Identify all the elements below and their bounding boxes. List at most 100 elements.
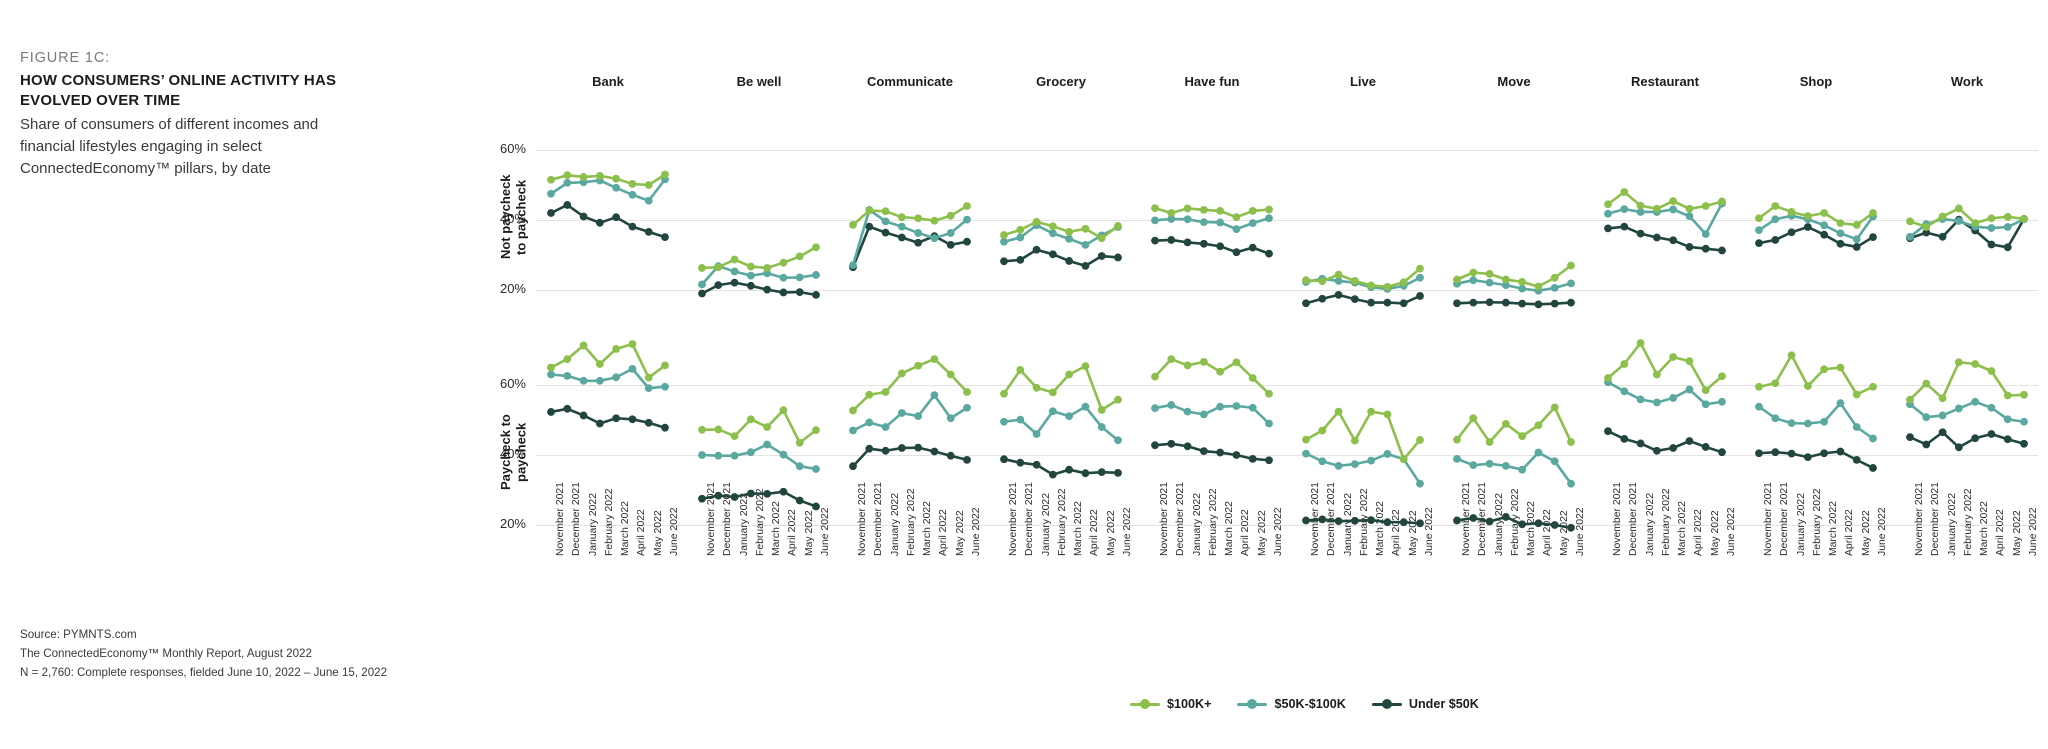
- series-line-100K: [1757, 353, 1875, 396]
- data-point: [779, 273, 788, 282]
- data-point: [1302, 516, 1310, 525]
- data-point: [1318, 457, 1327, 466]
- data-point: [1000, 237, 1008, 246]
- data-point: [547, 175, 555, 184]
- data-point: [1906, 395, 1914, 404]
- data-point: [1534, 421, 1543, 430]
- data-point: [1248, 454, 1257, 463]
- data-point: [1416, 292, 1424, 300]
- panel-title-move: Move: [1497, 74, 1531, 89]
- data-point: [1334, 270, 1343, 279]
- data-point: [1652, 204, 1661, 213]
- data-point: [1620, 188, 1629, 196]
- data-point: [1334, 277, 1343, 285]
- data-point: [1248, 374, 1257, 382]
- legend-marker-icon: [1130, 699, 1160, 709]
- data-point: [1183, 407, 1192, 416]
- data-point: [1469, 298, 1478, 307]
- data-point: [1081, 261, 1090, 270]
- data-point: [730, 451, 739, 460]
- panel-have-fun-row-0: [1151, 204, 1273, 258]
- data-point: [1922, 228, 1931, 237]
- data-point: [1652, 446, 1661, 455]
- data-point: [1669, 205, 1678, 214]
- data-point: [1334, 517, 1343, 526]
- legend-item-Under50K[interactable]: Under $50K: [1371, 697, 1479, 711]
- data-point: [1906, 433, 1914, 442]
- data-point: [1567, 298, 1575, 307]
- data-point: [881, 423, 890, 431]
- data-point: [1485, 517, 1494, 526]
- data-point: [547, 189, 555, 198]
- data-point: [1114, 253, 1122, 262]
- data-point: [897, 213, 906, 222]
- data-point: [1016, 256, 1025, 264]
- data-point: [1954, 358, 1963, 367]
- data-point: [1852, 243, 1861, 251]
- legend-label: $100K+: [1167, 697, 1212, 711]
- data-point: [1318, 426, 1327, 435]
- data-point: [612, 183, 621, 192]
- data-point: [930, 355, 939, 363]
- data-point: [1938, 232, 1947, 241]
- data-point: [897, 409, 906, 417]
- data-point: [1771, 414, 1780, 423]
- data-point: [1399, 278, 1408, 287]
- panel-communicate-row-0: [849, 202, 971, 272]
- data-point: [1199, 447, 1208, 456]
- data-point: [914, 443, 923, 452]
- data-point: [1954, 204, 1963, 213]
- legend-marker-icon: [1237, 699, 1268, 709]
- data-point: [1550, 284, 1559, 292]
- panel-be-well-row-1: [698, 406, 820, 511]
- data-point: [1302, 299, 1310, 308]
- data-point: [1987, 214, 1996, 223]
- data-point: [2003, 391, 2012, 400]
- data-point: [1820, 209, 1829, 217]
- data-point: [1350, 277, 1359, 285]
- data-point: [1183, 361, 1192, 370]
- panel-grocery-row-1: [1000, 362, 1122, 479]
- panel-title-bank: Bank: [592, 74, 624, 89]
- data-point: [661, 382, 669, 391]
- data-point: [946, 451, 955, 460]
- data-point: [1685, 204, 1694, 213]
- data-point: [795, 288, 804, 296]
- data-point: [881, 388, 890, 396]
- panel-title-shop: Shop: [1799, 74, 1833, 89]
- data-point: [930, 234, 939, 243]
- data-point: [746, 281, 755, 290]
- data-point: [1469, 268, 1478, 277]
- series-line-100K: [1002, 364, 1120, 412]
- data-point: [1501, 298, 1510, 307]
- figure-subtitle: Share of consumers of different incomes …: [20, 116, 319, 177]
- panel-move-row-0: [1453, 261, 1575, 309]
- data-point: [812, 271, 820, 279]
- data-point: [1620, 360, 1629, 368]
- data-point: [1755, 449, 1763, 458]
- data-point: [881, 228, 890, 237]
- data-point: [1518, 465, 1527, 474]
- data-point: [1416, 479, 1424, 488]
- data-point: [1987, 430, 1996, 438]
- data-point: [1701, 244, 1710, 253]
- data-point: [595, 419, 604, 428]
- data-point: [795, 438, 804, 447]
- data-point: [1820, 230, 1829, 239]
- data-point: [1718, 448, 1726, 457]
- data-point: [1636, 208, 1645, 216]
- data-point: [1755, 402, 1763, 411]
- data-point: [1350, 295, 1359, 303]
- legend-item-50K100K[interactable]: $50K-$100K: [1237, 697, 1346, 711]
- data-point: [1787, 419, 1796, 428]
- data-point: [661, 233, 669, 242]
- data-point: [1567, 438, 1575, 446]
- data-point: [1216, 402, 1225, 411]
- data-point: [595, 360, 604, 368]
- data-point: [946, 414, 955, 423]
- data-point: [698, 280, 706, 289]
- legend-item-100K[interactable]: $100K+: [1130, 697, 1211, 711]
- data-point: [1151, 216, 1159, 225]
